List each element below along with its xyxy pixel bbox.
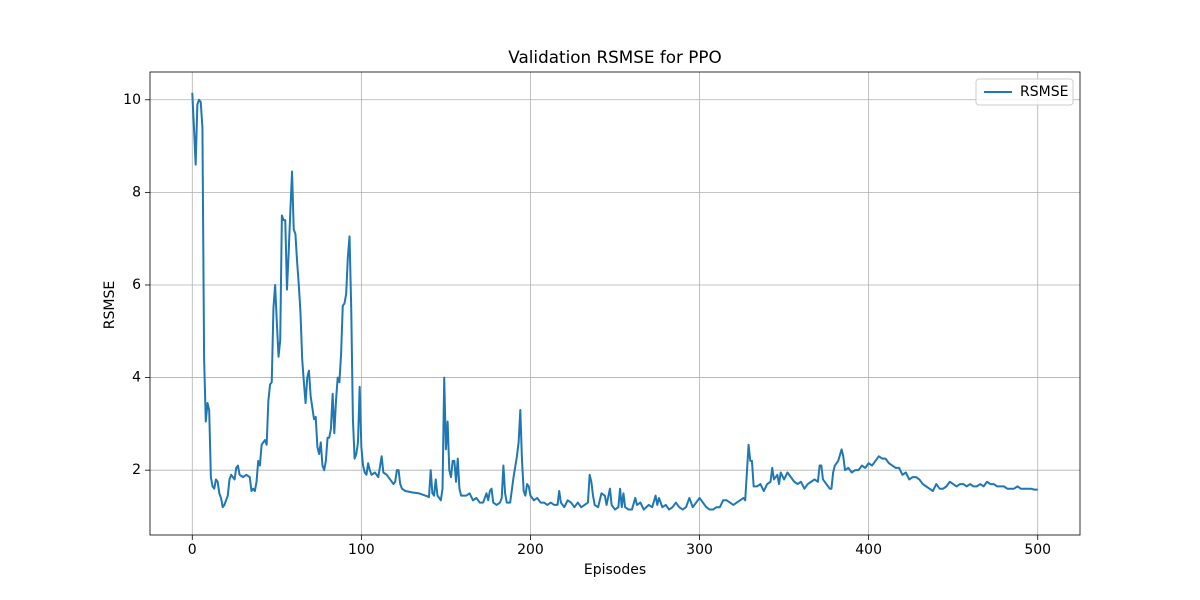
x-tick-label: 200 [517, 542, 544, 558]
x-tick-label: 500 [1024, 542, 1051, 558]
chart-title: Validation RSMSE for PPO [508, 47, 721, 67]
axes-frame [149, 71, 1081, 536]
y-axis-label: RSMSE [102, 281, 118, 329]
y-tick-label: 4 [132, 370, 141, 386]
x-axis-label: Episodes [584, 562, 646, 578]
legend-box [975, 78, 1074, 106]
x-tick-label: 0 [188, 542, 197, 558]
x-tick-label: 100 [348, 542, 375, 558]
line-series [191, 92, 1038, 511]
legend-label: RSMSE [1020, 84, 1068, 100]
y-tick-label: 10 [123, 92, 141, 108]
x-tick-label: 400 [855, 542, 882, 558]
y-tick-label: 2 [132, 462, 141, 478]
y-tick-label: 6 [132, 277, 141, 293]
x-tick-label: 300 [686, 542, 713, 558]
y-tick-label: 8 [132, 184, 141, 200]
